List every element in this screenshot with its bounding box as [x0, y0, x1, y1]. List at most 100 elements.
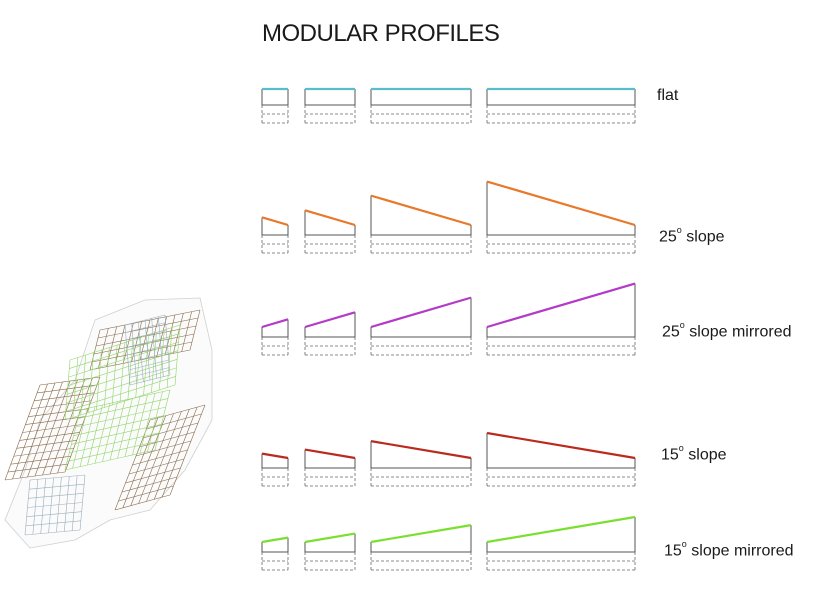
- model-green-lower-u4: [94, 403, 111, 464]
- model-green-upper-v1: [69, 333, 180, 369]
- model-green-lower-u3: [87, 404, 103, 466]
- model-green-upper-v5: [66, 367, 177, 404]
- model-green-lower-u9: [132, 394, 148, 456]
- module-slope-15-3-roof: [370, 440, 472, 460]
- model-brown-north-u9: [164, 314, 176, 356]
- label-25-slope: 25o slope: [659, 225, 725, 246]
- module-slope-25-mirrored-4-outline: [486, 283, 636, 338]
- page-title: MODULAR PROFILES: [262, 20, 500, 47]
- module-slope-25-3-roof: [370, 194, 472, 227]
- model-brown-north-u10: [173, 313, 184, 354]
- model-green-upper-u14: [174, 324, 181, 386]
- model-brown-east-v0: [149, 404, 206, 421]
- model-blue-center-v5: [128, 352, 169, 363]
- model-brown-east-v4: [135, 440, 192, 457]
- model-blue-center-v3: [126, 337, 167, 348]
- model-brown-north-u12: [189, 309, 201, 351]
- model-brown-west-v3: [31, 400, 92, 410]
- label-15-slope: 15o slope: [661, 443, 727, 464]
- model-blue-south-v3: [27, 502, 83, 508]
- module-slope-25-2-outline: [304, 210, 356, 236]
- model-green-lower-u11: [147, 391, 163, 452]
- module-slope-25-2-roof: [304, 209, 356, 227]
- module-slope-15-mirrored-1-outline: [261, 537, 289, 553]
- model-blue-center-v6: [128, 359, 169, 371]
- module-flat-1-outline: [261, 89, 289, 106]
- module-slope-25-1-outline: [261, 217, 289, 236]
- module-slope-15-mirrored-2-roof: [304, 532, 356, 544]
- model-brown-west-v6: [22, 424, 83, 433]
- model-green-lower-v0: [79, 389, 171, 411]
- model-green-lower-v1: [77, 398, 168, 419]
- model-green-upper-u8: [127, 339, 134, 401]
- model-brown-west-v5: [25, 416, 86, 425]
- module-flat-4-outline: [486, 89, 636, 106]
- model-green-lower-v2: [75, 406, 166, 428]
- model-brown-west-v0: [39, 376, 101, 386]
- model-blue-south-v0: [29, 474, 86, 481]
- module-slope-25-4-roof: [486, 180, 636, 227]
- model-brown-north-u4: [123, 323, 134, 364]
- model-blue-center-v0: [124, 314, 166, 326]
- module-flat-2-outline: [304, 89, 356, 106]
- module-slope-25-1-roof: [261, 216, 289, 227]
- model-green-lower-u8: [124, 396, 141, 457]
- building-model-illustration: [4, 297, 213, 549]
- model-green-lower-v4: [71, 423, 162, 445]
- model-blue-south-v1: [29, 483, 85, 490]
- module-slope-25-mirrored-1-roof: [261, 318, 289, 329]
- model-brown-east-v8: [121, 476, 178, 493]
- label-15-slope-mirrored: 15o slope mirrored: [664, 539, 794, 560]
- label-25m-slope-text: slope mirrored: [689, 323, 792, 341]
- label-15m-slope-text: slope mirrored: [691, 542, 794, 560]
- model-green-upper-u2: [80, 354, 87, 416]
- degree-symbol: o: [679, 320, 685, 330]
- model-green-upper-v7: [64, 384, 176, 421]
- module-slope-25-mirrored-3-outline: [370, 297, 472, 338]
- model-green-upper-v2: [68, 341, 179, 378]
- model-green-lower-u12: [154, 389, 171, 451]
- module-slope-25-4-outline: [486, 181, 636, 236]
- degree-symbol: o: [676, 225, 682, 235]
- model-green-lower-u1: [72, 408, 88, 469]
- profiles-group: [261, 87, 636, 571]
- model-green-upper-v6: [65, 376, 176, 412]
- module-slope-15-mirrored-3-roof: [370, 524, 472, 544]
- module-slope-25-mirrored-4-roof: [486, 282, 636, 329]
- label-flat: flat: [657, 87, 678, 105]
- model-brown-north-v0: [99, 309, 201, 331]
- label-15-slope-text: slope: [688, 446, 727, 464]
- module-slope-15-mirrored-2-outline: [304, 533, 356, 553]
- model-green-lower-u10: [139, 393, 156, 454]
- model-brown-west-v8: [16, 440, 77, 449]
- module-slope-15-4-roof: [486, 431, 636, 460]
- module-slope-15-mirrored-1-roof: [261, 536, 289, 544]
- module-slope-25-mirrored-1-outline: [261, 319, 289, 338]
- model-green-upper-u11: [151, 332, 157, 393]
- module-slope-15-2-roof: [304, 448, 356, 460]
- module-slope-25-3-outline: [370, 195, 472, 236]
- model-brown-east-v5: [132, 449, 188, 466]
- label-flat-text: flat: [657, 87, 679, 104]
- model-green-lower-u2: [79, 406, 96, 467]
- module-slope-15-1-roof: [261, 452, 289, 460]
- model-blue-south-v4: [26, 511, 82, 517]
- model-brown-west-v2: [34, 392, 95, 402]
- model-blue-center-v4: [127, 344, 168, 356]
- model-green-upper-u7: [119, 342, 126, 403]
- model-green-lower-u0: [64, 409, 81, 471]
- model-green-upper-u13: [166, 327, 173, 388]
- model-green-upper-u1: [72, 357, 79, 418]
- model-brown-east-v1: [146, 413, 202, 430]
- model-brown-north-u1: [98, 328, 109, 369]
- model-brown-north-v5: [89, 349, 191, 371]
- model-brown-west-v10: [10, 455, 71, 465]
- model-brown-west-v9: [13, 447, 74, 457]
- module-slope-15-1-outline: [261, 453, 289, 469]
- model-green-upper-u5: [103, 347, 110, 408]
- model-green-upper-u10: [143, 334, 149, 396]
- label-15m-degree-value: 15: [664, 542, 682, 560]
- model-green-upper-u3: [88, 352, 94, 413]
- model-brown-north-v3: [93, 333, 195, 355]
- module-slope-15-mirrored-4-outline: [486, 517, 636, 553]
